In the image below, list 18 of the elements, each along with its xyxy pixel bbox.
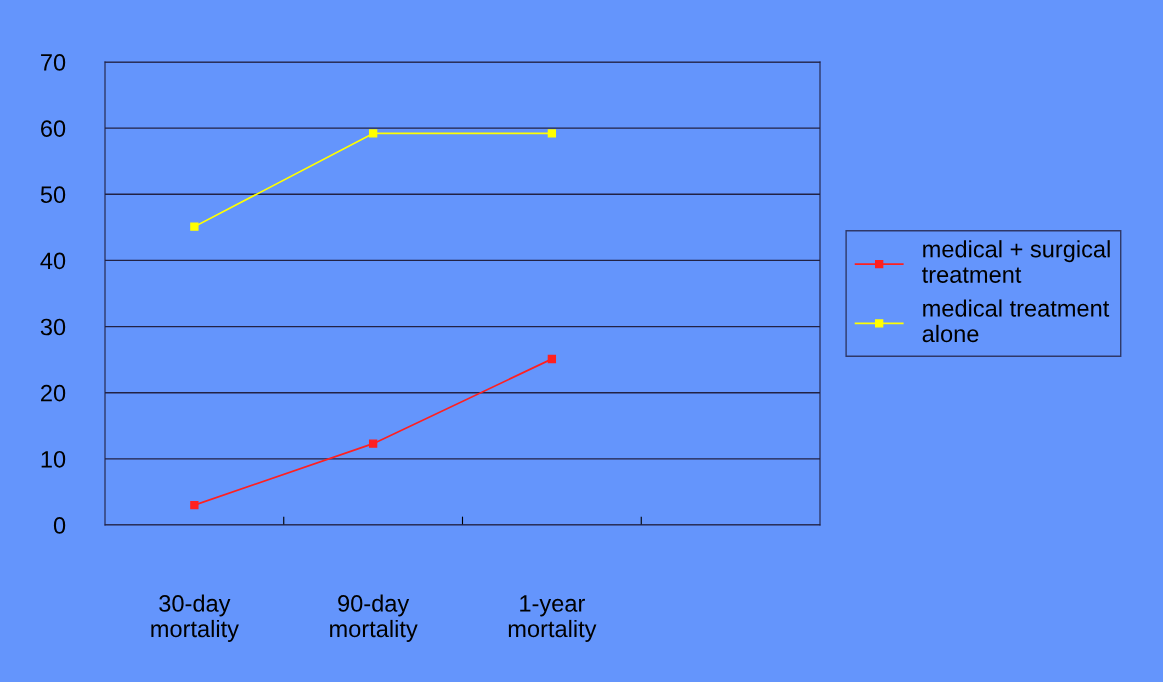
y-tick-label: 30 — [40, 318, 66, 336]
point — [190, 222, 199, 231]
y-tick-label: 50 — [40, 186, 66, 204]
y-tick-label: 70 — [41, 54, 66, 71]
x-tick-label: 30-day mortality — [151, 594, 239, 642]
x-tick-label: 90-day mortality — [330, 594, 418, 642]
point — [368, 439, 378, 448]
legend-label: medical treatment alone — [922, 299, 1110, 343]
y-tick-label: 40 — [40, 252, 66, 270]
point — [547, 129, 557, 138]
y-tick-label: 0 — [53, 517, 66, 534]
x-tick-label: 1-year mortality — [508, 595, 597, 642]
y-tick-label: 20 — [41, 384, 66, 402]
point — [368, 129, 378, 138]
y-tick-label: 60 — [41, 120, 66, 137]
point — [547, 354, 557, 364]
y-tick-label: 10 — [41, 450, 66, 468]
point — [190, 500, 199, 510]
